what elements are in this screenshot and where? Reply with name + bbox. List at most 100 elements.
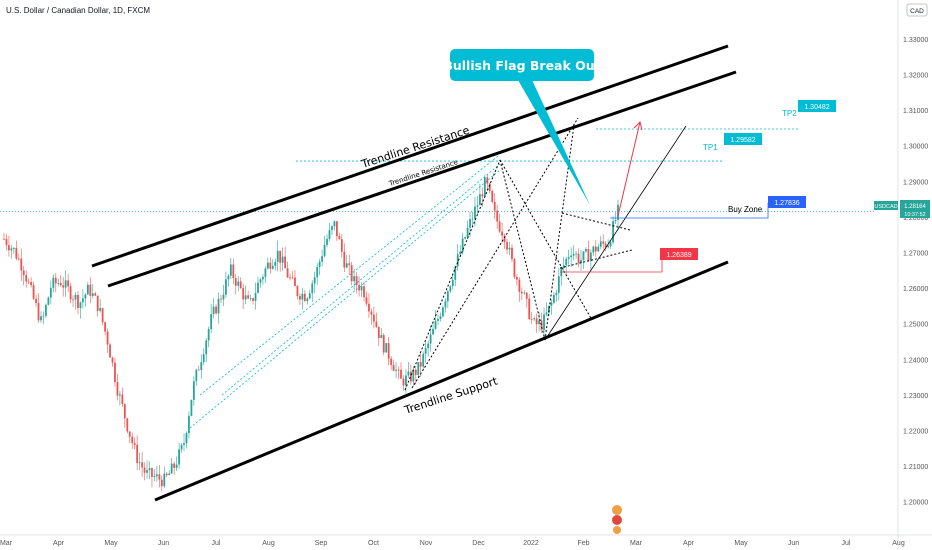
candle-body (424, 348, 427, 354)
candle-body (220, 298, 222, 300)
last-price-value: 1.28164 (904, 204, 926, 210)
candle-body (486, 177, 489, 184)
candle-body (496, 210, 499, 222)
headline-callout[interactable]: Bullish Flag Break Out (443, 49, 601, 205)
pole-line[interactable] (544, 125, 687, 341)
candle-body (27, 281, 30, 283)
y-tick-label: 1.30000 (903, 144, 928, 151)
candle-body (40, 316, 42, 321)
candle-body (474, 206, 476, 219)
blue-channel-mid[interactable] (221, 163, 501, 396)
candle-body (22, 270, 25, 276)
candle-body (449, 286, 452, 292)
candle-body (538, 320, 540, 325)
candle-body (340, 239, 343, 252)
candle-body (195, 369, 198, 382)
flag-top[interactable] (561, 212, 631, 231)
candle-body (513, 259, 516, 278)
candle-body (15, 247, 18, 259)
candle-body (67, 280, 70, 287)
currency-badge[interactable] (906, 3, 928, 17)
candle-body (153, 476, 156, 478)
candle-body (535, 318, 538, 325)
candle-body (133, 443, 136, 445)
tp2-badge[interactable]: 1.30482 (798, 100, 836, 112)
candle-body (294, 277, 296, 287)
candle-body (451, 279, 454, 287)
candle-body (577, 253, 580, 263)
candle-body (612, 221, 614, 243)
candle-body (350, 265, 353, 282)
candle-body (116, 382, 119, 396)
us-flag-icon-2[interactable] (613, 526, 621, 534)
x-tick-label: 2022 (523, 540, 539, 547)
candle-body (299, 295, 301, 300)
candle-body (59, 283, 62, 286)
candle-body (72, 299, 74, 301)
candle-body (483, 177, 486, 197)
candle-body (20, 258, 23, 271)
candle-body (264, 268, 267, 277)
candle-body (469, 219, 471, 228)
candle-body (25, 275, 28, 282)
dotted-long-rise[interactable] (411, 117, 579, 389)
dotted-cross-1[interactable] (499, 159, 546, 341)
economic-events-icons[interactable] (612, 505, 622, 534)
candle-body (151, 468, 153, 477)
candle-body (114, 362, 116, 383)
candle-body (328, 230, 331, 239)
buy-badge[interactable]: 1.27836 (768, 196, 806, 208)
candle-body (279, 250, 282, 263)
y-tick-label: 1.28000 (903, 215, 928, 222)
candle-body (91, 293, 94, 296)
candle-body (456, 254, 459, 267)
currency-label: CAD (910, 8, 924, 15)
flag-bottom[interactable] (559, 249, 633, 269)
candle-body (358, 285, 360, 291)
dotted-cross-2[interactable] (544, 124, 575, 341)
candle-body (360, 286, 363, 291)
x-tick-label: Jul (212, 540, 221, 547)
candle-body (493, 201, 496, 211)
candle-body (434, 320, 437, 329)
candle-body (523, 292, 526, 294)
candle-body (269, 262, 272, 269)
ca-flag-icon[interactable] (612, 515, 622, 525)
candle-body (158, 474, 161, 480)
candle-body (528, 298, 531, 320)
stop-badge[interactable]: 1.26389 (660, 248, 698, 260)
candle-body (178, 449, 180, 465)
blue-channel-lower[interactable] (189, 169, 501, 429)
candle-body (409, 371, 412, 382)
buy-zone-label: Buy Zone (728, 205, 763, 214)
candle-body (338, 236, 341, 240)
candle-body (225, 279, 227, 295)
candle-body (215, 306, 217, 314)
candle-body (247, 295, 250, 299)
dotted-up-line-1[interactable] (404, 159, 501, 391)
candle-body (387, 343, 390, 359)
target-arrow[interactable] (617, 121, 641, 217)
blue-channel-upper[interactable] (199, 155, 499, 396)
current-price-badge[interactable]: USDCAD 1.28164 10:37:52 (874, 200, 930, 218)
candle-body (197, 369, 200, 371)
us-flag-icon[interactable] (612, 505, 622, 515)
candle-body (89, 284, 92, 296)
candle-body (262, 276, 264, 280)
candle-body (498, 221, 501, 232)
candle-body (52, 277, 55, 288)
candle-body (501, 231, 504, 236)
candle-body (301, 293, 304, 300)
candle-body (200, 362, 203, 371)
candle-body (491, 190, 494, 202)
candle-body (143, 467, 146, 473)
tp1-badge[interactable]: 1.29582 (724, 133, 762, 145)
candle-body (303, 293, 306, 302)
candle-body (442, 307, 444, 317)
dotted-down-line-1[interactable] (499, 159, 593, 321)
x-tick-label: Dec (472, 540, 485, 547)
candle-body (175, 464, 178, 468)
candle-body (390, 358, 393, 365)
candle-body (481, 194, 484, 197)
